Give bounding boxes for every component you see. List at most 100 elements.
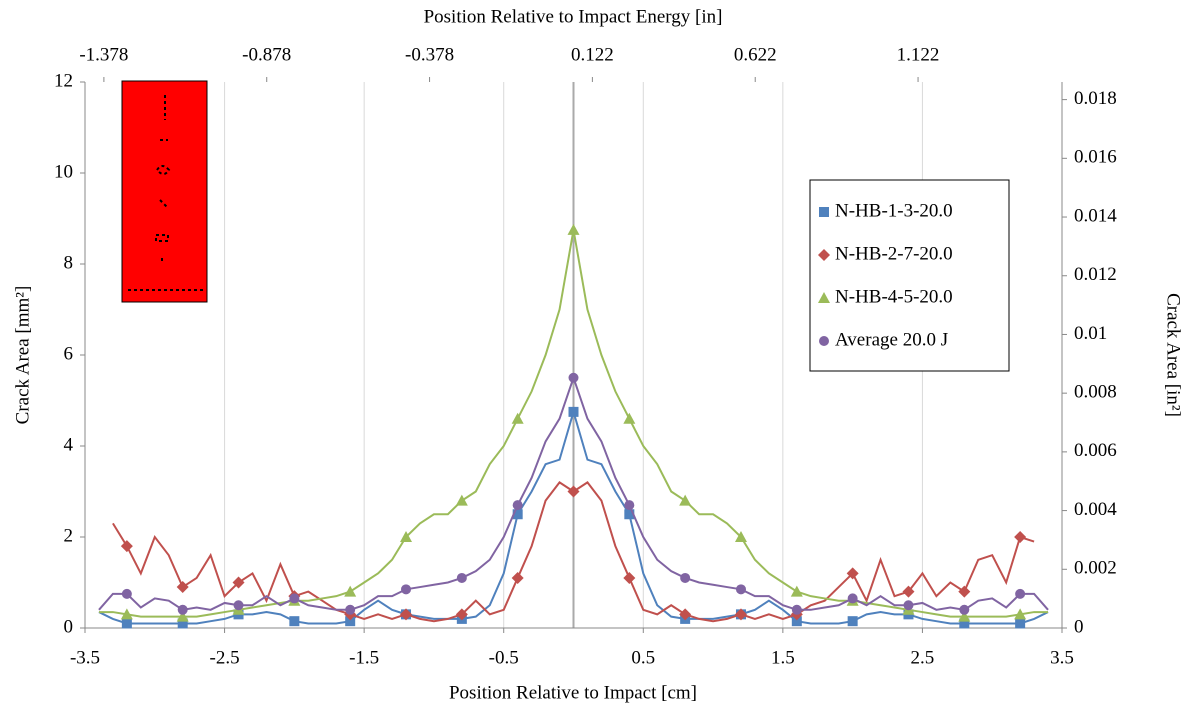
marker: [903, 600, 914, 611]
y2-tick-label: 0.002: [1074, 558, 1117, 579]
marker: [847, 593, 858, 604]
y2-tick-label: 0.01: [1074, 323, 1107, 344]
marker: [846, 567, 859, 580]
x-tick-label: -0.5: [489, 647, 519, 668]
legend: N-HB-1-3-20.0 N-HB-2-7-20.0 N-HB-4-5-20.0 A…: [809, 179, 1010, 372]
legend-marker: [819, 336, 829, 346]
x2-tick-label: -0.378: [405, 44, 454, 65]
marker: [511, 412, 524, 424]
marker: [177, 604, 188, 615]
marker: [790, 585, 803, 597]
marker: [680, 572, 691, 583]
marker: [567, 223, 580, 235]
inset-image: [121, 80, 208, 303]
marker: [791, 604, 802, 615]
marker: [121, 618, 132, 629]
marker: [623, 412, 636, 424]
marker: [400, 608, 413, 621]
y2-tick-label: 0.008: [1074, 382, 1117, 403]
marker: [512, 509, 523, 520]
marker: [120, 540, 133, 553]
axis-frame: [84, 82, 1063, 629]
marker: [958, 585, 971, 598]
marker: [567, 485, 580, 498]
marker: [734, 531, 747, 542]
marker: [177, 618, 188, 629]
marker: [289, 593, 300, 604]
marker: [289, 616, 300, 627]
marker: [120, 608, 133, 620]
y-tick-label: 8: [64, 252, 74, 273]
y2-axis-title: Crack Area [in²]: [1163, 293, 1184, 417]
marker: [679, 494, 692, 506]
x-tick-label: 1.5: [771, 647, 795, 668]
marker: [959, 604, 970, 615]
y2-tick-label: 0.006: [1074, 440, 1117, 461]
marker: [623, 571, 636, 584]
x2-axis-title: Position Relative to Impact Energy [in]: [424, 6, 723, 27]
x-tick-label: 3.5: [1050, 647, 1074, 668]
marker: [902, 585, 915, 598]
marker: [624, 509, 635, 520]
y-tick-label: 0: [64, 616, 74, 637]
y2-tick-label: 0.012: [1074, 264, 1117, 285]
legend-label: Average 20.0 J: [835, 329, 948, 350]
marker: [511, 571, 524, 584]
y-tick-label: 6: [64, 343, 74, 364]
marker: [735, 584, 746, 595]
marker: [624, 500, 635, 511]
legend-label: N-HB-4-5-20.0: [835, 286, 953, 307]
marker: [568, 406, 579, 417]
legend-box: [809, 179, 1010, 372]
x-tick-label: 2.5: [911, 647, 935, 668]
y2-tick-label: 0.014: [1074, 205, 1117, 226]
marker: [344, 585, 357, 597]
legend-label: N-HB-1-3-20.0: [835, 200, 953, 221]
legend-marker: [819, 207, 829, 217]
x2-tick-label: -1.378: [79, 44, 128, 65]
marker: [1014, 608, 1027, 620]
y2-tick-label: 0.004: [1074, 499, 1117, 520]
x2-tick-label: 1.122: [897, 44, 940, 65]
x-tick-label: 0.5: [631, 647, 655, 668]
y2-tick-label: 0.016: [1074, 147, 1117, 168]
marker: [679, 608, 692, 621]
y2-tick-label: 0: [1074, 616, 1084, 637]
x-tick-label: -1.5: [349, 647, 379, 668]
marker: [455, 608, 468, 621]
marker: [568, 372, 579, 383]
marker: [121, 588, 132, 599]
y-tick-label: 4: [64, 434, 74, 455]
marker: [233, 600, 244, 611]
x-tick-label: -2.5: [210, 647, 240, 668]
y-tick-label: 2: [64, 525, 74, 546]
marker: [1014, 531, 1027, 543]
y-tick-label: 10: [54, 161, 73, 182]
y2-tick-label: 0.018: [1074, 88, 1117, 109]
x2-tick-label: 0.622: [734, 44, 777, 65]
marker: [400, 531, 413, 542]
marker: [1015, 618, 1026, 629]
marker: [345, 616, 356, 627]
marker: [176, 610, 189, 622]
marker: [456, 572, 467, 583]
x2-tick-label: -0.878: [242, 44, 291, 65]
marker: [847, 616, 858, 627]
marker: [958, 610, 971, 622]
marker: [1015, 588, 1026, 599]
marker: [232, 576, 245, 589]
legend-marker: [818, 292, 830, 303]
marker: [734, 608, 747, 621]
x2-tick-label: 0.122: [571, 44, 614, 65]
marker: [345, 604, 356, 615]
x-tick-label: -3.5: [70, 647, 100, 668]
marker: [512, 500, 523, 511]
y-axis-title: Crack Area [mm²]: [12, 286, 33, 425]
legend-marker: [818, 249, 830, 261]
marker: [401, 584, 412, 595]
y-tick-label: 12: [54, 70, 73, 91]
marker: [791, 616, 802, 627]
x-axis-title: Position Relative to Impact [cm]: [449, 682, 697, 703]
